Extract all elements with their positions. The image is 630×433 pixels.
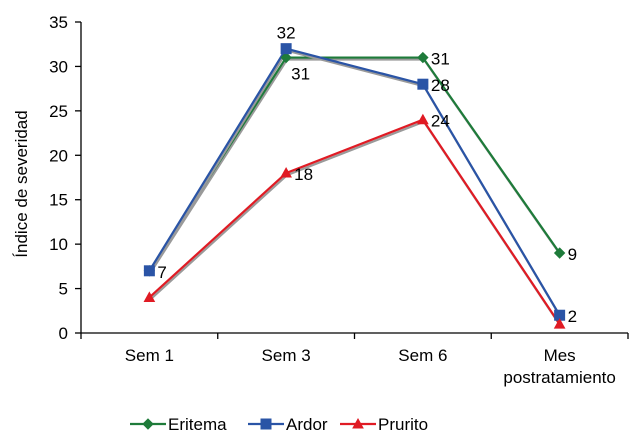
x-tick-label: postratamiento — [503, 368, 615, 387]
series-line-shadow — [149, 120, 562, 327]
marker-square — [260, 418, 272, 430]
data-label: 24 — [431, 112, 450, 131]
series-markers — [143, 43, 566, 329]
data-label: 31 — [291, 65, 310, 84]
marker-diamond — [553, 247, 566, 259]
marker-diamond — [280, 51, 292, 64]
x-tick-label: Sem 6 — [398, 346, 447, 365]
x-tick-label: Sem 1 — [125, 346, 174, 365]
series-line-eritema — [148, 56, 561, 272]
y-tick-label: 35 — [49, 13, 68, 32]
data-label: 9 — [568, 245, 577, 264]
x-tick-label: Sem 3 — [262, 346, 311, 365]
legend: Eritema Ardor Prurito — [130, 415, 428, 433]
marker-diamond — [417, 51, 429, 64]
legend-label-eritema: Eritema — [168, 415, 227, 433]
series-line-shadow — [149, 49, 562, 318]
series-lines — [148, 47, 562, 327]
y-tick-label: 10 — [49, 235, 68, 254]
series-line-prurito — [148, 118, 561, 325]
series-line-ardor — [148, 47, 561, 316]
x-tick-label: Mes — [544, 346, 576, 365]
legend-label-ardor: Ardor — [286, 415, 328, 433]
data-label: 18 — [294, 165, 313, 184]
y-tick-label: 15 — [49, 191, 68, 210]
marker-triangle — [417, 113, 429, 125]
data-label: 2 — [568, 307, 577, 326]
marker-diamond — [142, 418, 154, 430]
marker-triangle — [352, 417, 364, 429]
y-tick-label: 30 — [49, 57, 68, 76]
y-tick-label: 20 — [49, 146, 68, 165]
marker-triangle — [143, 291, 156, 302]
marker-triangle — [553, 318, 566, 329]
marker-triangle — [280, 167, 292, 178]
y-axis-title: Índice de severidad — [12, 110, 31, 257]
data-label: 7 — [157, 263, 166, 282]
legend-label-prurito: Prurito — [378, 415, 428, 433]
data-label: 31 — [431, 50, 450, 69]
y-tick-label: 0 — [59, 324, 68, 343]
data-labels: 31 9 7 32 28 2 18 24 31 — [157, 24, 577, 327]
data-label: 32 — [277, 24, 296, 43]
marker-square — [143, 265, 155, 277]
y-tick-label: 5 — [59, 280, 68, 299]
marker-square — [417, 78, 429, 90]
marker-square — [280, 43, 292, 55]
data-label: 28 — [431, 76, 450, 95]
y-tick-label: 25 — [49, 102, 68, 121]
axes: 0 5 10 15 20 25 30 35 Sem 1 Sem 3 Sem 6 Mes postrata… — [49, 13, 629, 387]
